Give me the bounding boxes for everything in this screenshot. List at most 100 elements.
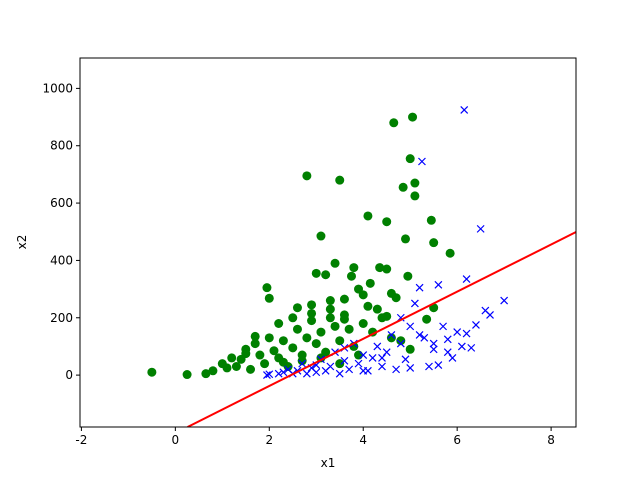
point — [382, 311, 392, 321]
point — [316, 231, 326, 241]
y-axis-label: x2 — [15, 235, 29, 250]
point — [231, 362, 241, 372]
point — [472, 321, 480, 329]
point — [375, 263, 385, 273]
point — [434, 361, 443, 369]
point — [410, 178, 420, 188]
point — [330, 258, 340, 268]
point — [382, 264, 392, 274]
point — [354, 359, 363, 368]
point — [434, 280, 443, 289]
point — [321, 270, 331, 280]
y-tick-label: 0 — [65, 368, 73, 382]
point — [418, 157, 426, 166]
point — [339, 314, 349, 324]
point — [422, 314, 432, 324]
point — [405, 154, 415, 164]
y-tick-label: 200 — [50, 311, 73, 325]
point — [396, 336, 406, 346]
point — [302, 171, 312, 181]
point — [448, 353, 457, 362]
point — [246, 364, 255, 374]
point — [208, 366, 218, 376]
point — [274, 369, 283, 378]
point — [288, 343, 298, 353]
point — [425, 362, 433, 371]
point — [363, 211, 373, 221]
point — [373, 342, 382, 351]
point — [255, 350, 265, 360]
point — [262, 283, 272, 293]
point — [260, 359, 270, 369]
point — [429, 345, 438, 354]
point — [398, 182, 408, 192]
x-tick-label: 6 — [453, 433, 461, 447]
point — [408, 112, 418, 122]
point — [415, 283, 424, 292]
point — [405, 344, 415, 354]
point — [359, 351, 368, 359]
point — [284, 365, 293, 374]
y-tick-label: 1000 — [42, 81, 73, 95]
x-tick-label: 8 — [547, 433, 555, 447]
point — [263, 371, 271, 380]
point — [269, 346, 279, 356]
point — [349, 263, 359, 273]
x-axis-label: x1 — [321, 456, 336, 470]
point — [335, 175, 345, 185]
point — [396, 339, 405, 348]
point — [415, 331, 424, 339]
point — [363, 301, 373, 311]
point — [316, 327, 326, 337]
point — [307, 300, 317, 310]
y-tick-label: 400 — [50, 253, 73, 267]
point — [274, 318, 284, 328]
point — [457, 342, 466, 351]
point — [302, 369, 311, 378]
y-tick-label: 800 — [50, 139, 73, 153]
point — [278, 357, 288, 367]
point — [445, 248, 455, 258]
point — [264, 293, 274, 303]
point — [420, 333, 429, 342]
point — [340, 356, 349, 365]
point — [386, 333, 396, 343]
point — [443, 348, 452, 357]
point — [227, 353, 237, 363]
point — [453, 328, 462, 337]
point — [462, 329, 471, 338]
point — [467, 343, 476, 352]
point — [354, 350, 364, 360]
point — [429, 339, 438, 348]
point — [330, 321, 340, 331]
point — [410, 299, 419, 308]
decision-line — [187, 231, 576, 427]
point — [358, 290, 368, 300]
point — [410, 191, 420, 201]
point — [346, 271, 356, 281]
point — [201, 369, 211, 379]
point — [182, 370, 192, 380]
point — [292, 324, 302, 334]
point — [389, 118, 399, 128]
point — [279, 368, 288, 377]
point — [443, 335, 452, 344]
point — [278, 336, 288, 346]
point — [372, 304, 382, 314]
point — [311, 268, 321, 278]
point — [335, 359, 345, 369]
x-tick-label: 4 — [359, 433, 367, 447]
point — [460, 105, 469, 114]
point — [429, 238, 439, 248]
point — [288, 313, 298, 323]
axes-frame — [79, 57, 577, 428]
point — [307, 308, 317, 318]
x-tick-label: 0 — [172, 433, 180, 447]
point — [344, 324, 354, 334]
point — [391, 293, 401, 303]
point — [325, 304, 335, 314]
point — [439, 322, 448, 331]
point — [358, 318, 368, 328]
point — [378, 362, 386, 371]
